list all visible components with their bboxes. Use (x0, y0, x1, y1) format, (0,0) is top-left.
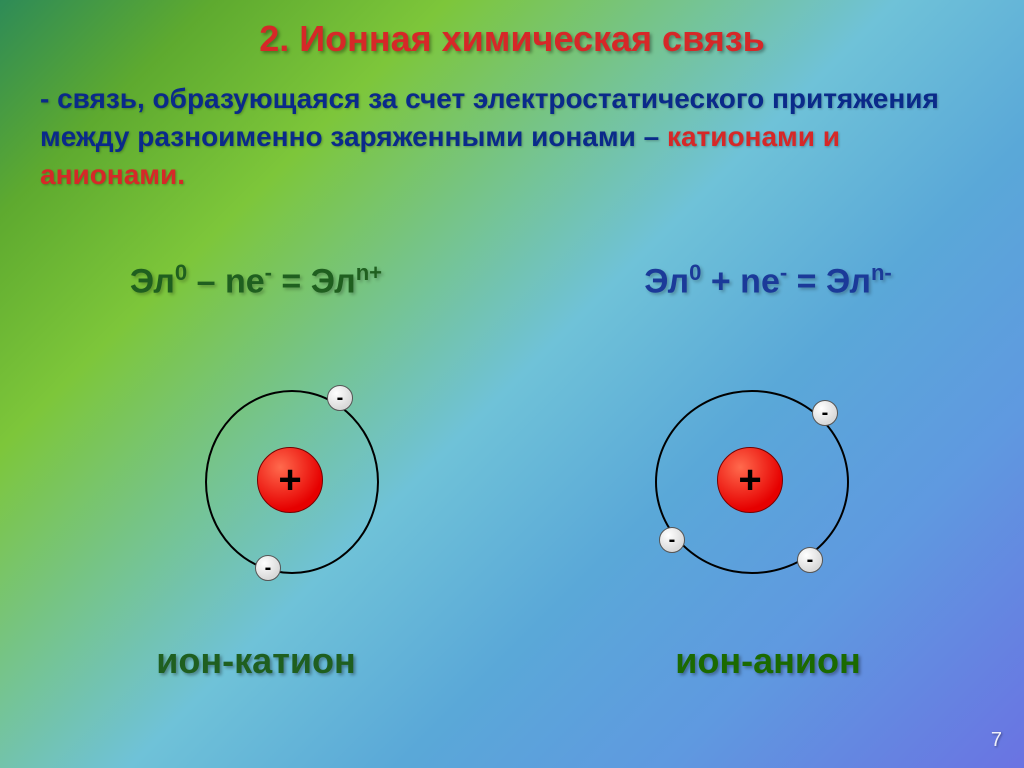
f-sup: n+ (356, 260, 382, 285)
cation-formula: Эл0 – ne- = Элn+ (0, 260, 512, 301)
anion-atom: + - - - (640, 370, 860, 590)
nucleus: + (717, 447, 783, 513)
slide-title: 2. Ионная химическая связь (0, 18, 1024, 60)
f-sup: 0 (175, 260, 187, 285)
definition-text: - связь, образующаяся за счет электроста… (40, 80, 984, 193)
electron: - (797, 547, 823, 573)
f-seg: + ne (701, 262, 779, 300)
f-sup: - (265, 260, 272, 285)
f-seg: Эл (644, 262, 689, 300)
electron: - (659, 527, 685, 553)
cation-atom: + - - (180, 370, 400, 590)
f-sup: n- (871, 260, 892, 285)
f-seg: = Эл (787, 262, 871, 300)
f-seg: – ne (187, 262, 264, 300)
page-number: 7 (991, 729, 1002, 752)
electron: - (327, 385, 353, 411)
electron: - (255, 555, 281, 581)
label-row: ион-катион ион-анион (0, 640, 1024, 682)
f-sup: 0 (689, 260, 701, 285)
diagram-row: + - - + - - - (0, 370, 1024, 610)
slide: 2. Ионная химическая связь - связь, обра… (0, 0, 1024, 768)
f-seg: Эл (130, 262, 175, 300)
electron: - (812, 400, 838, 426)
anion-label: ион-анион (512, 640, 1024, 682)
f-seg: = Эл (272, 262, 356, 300)
nucleus: + (257, 447, 323, 513)
cation-label: ион-катион (0, 640, 512, 682)
formula-row: Эл0 – ne- = Элn+ Эл0 + ne- = Элn- (0, 260, 1024, 301)
anion-formula: Эл0 + ne- = Элn- (512, 260, 1024, 301)
